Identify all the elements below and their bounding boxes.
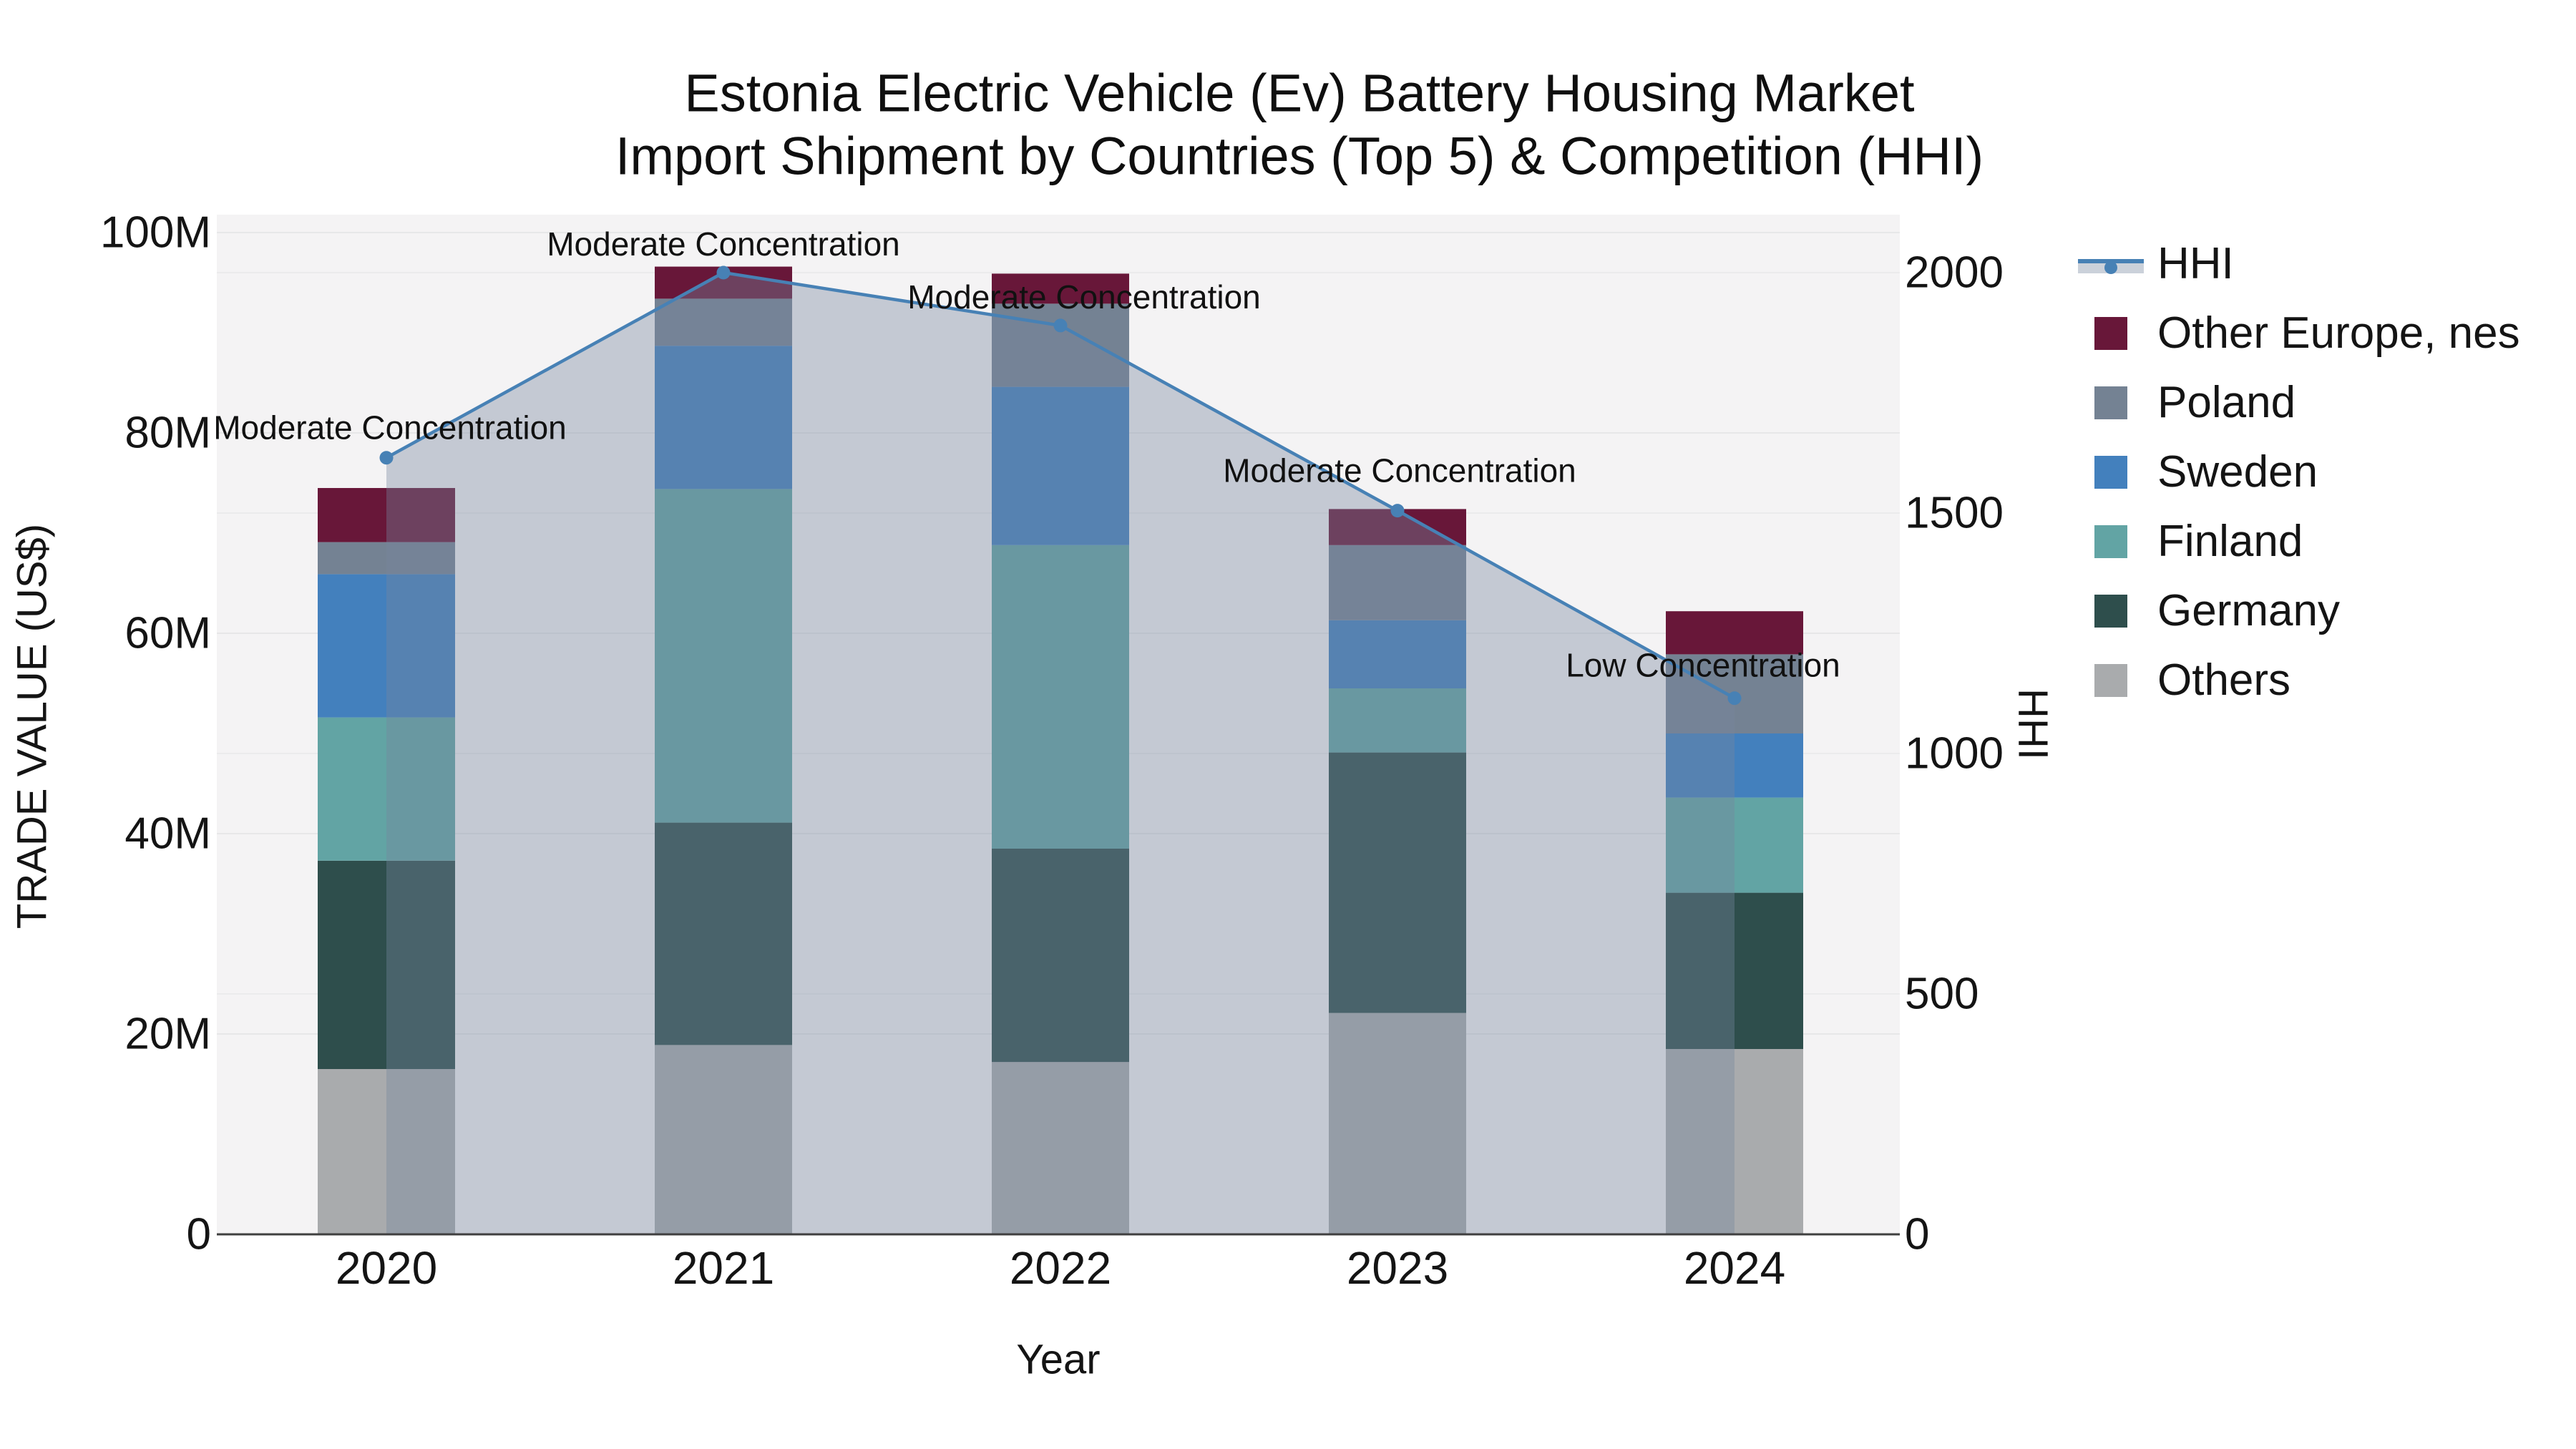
bar-segment-others-2020 [318,1069,455,1234]
bar-segment-others-2022 [992,1062,1129,1234]
bar-segment-finland-2023 [1329,688,1466,753]
bar-segment-other-europe-nes-2024 [1666,611,1803,655]
bar-segment-poland-2020 [318,542,455,575]
y-left-tick-label: 80M [125,409,211,458]
hhi-marker-2024 [1727,691,1742,706]
bar-segment-germany-2024 [1666,892,1803,1049]
y-right-axis-title: HHI [2009,688,2057,760]
bar-segment-finland-2022 [992,545,1129,849]
bar-segment-finland-2021 [655,489,792,823]
color-swatch-icon [2078,594,2144,628]
bar-segment-sweden-2022 [992,386,1129,545]
bar-segment-poland-2023 [1329,545,1466,620]
bar-segment-finland-2020 [318,717,455,861]
legend-item-finland[interactable]: Finland [2078,507,2520,576]
bar-segment-germany-2023 [1329,752,1466,1013]
annotation-2020: Moderate Concentration [213,409,567,447]
bar-segment-germany-2022 [992,849,1129,1063]
bar-segment-sweden-2023 [1329,620,1466,688]
y-left-tick-label: 20M [125,1010,211,1059]
y-left-tick-label: 60M [125,609,211,658]
bar-segment-germany-2020 [318,860,455,1069]
color-swatch-icon [2078,316,2144,350]
bar-segment-sweden-2024 [1666,733,1803,798]
x-tick-label-2022: 2022 [1010,1242,1111,1294]
y-right-tick-label: 2000 [1905,248,2004,298]
y-left-tick-label: 40M [125,809,211,859]
legend-label: Poland [2157,378,2296,427]
y-right-tick-label: 0 [1905,1210,1929,1259]
hhi-marker-2021 [716,265,731,280]
annotation-2022: Moderate Concentration [907,278,1261,316]
chart-title-line1: Estonia Electric Vehicle (Ev) Battery Ho… [684,63,1915,123]
annotation-2023: Moderate Concentration [1223,452,1576,489]
annotation-2021: Moderate Concentration [547,225,900,263]
x-tick-label-2020: 2020 [336,1242,437,1294]
color-swatch-icon [2078,455,2144,489]
legend-item-sweden[interactable]: Sweden [2078,437,2520,507]
y-right-tick-label: 1000 [1905,729,2004,779]
legend-item-hhi[interactable]: HHI [2078,229,2520,298]
legend-item-others[interactable]: Others [2078,645,2520,715]
legend-item-germany[interactable]: Germany [2078,576,2520,645]
bar-segment-finland-2024 [1666,797,1803,893]
y-left-tick-label: 100M [100,208,211,258]
y-left-tick-label: 0 [187,1210,211,1259]
hhi-marker-dot [2104,260,2117,274]
hhi-marker-2023 [1390,504,1405,518]
x-tick-label-2024: 2024 [1684,1242,1785,1294]
legend-label: Germany [2157,586,2340,635]
bar-segment-others-2021 [655,1045,792,1234]
legend-label: Others [2157,655,2291,705]
legend-label: Sweden [2157,447,2318,497]
hhi-line-swatch-icon [2078,255,2144,274]
legend-label: HHI [2157,239,2234,288]
bar-segment-others-2024 [1666,1049,1803,1234]
bar-segment-other-europe-nes-2022 [992,273,1129,304]
legend-label: Other Europe, nes [2157,308,2520,358]
hhi-marker-2020 [379,451,394,465]
annotation-2024: Low Concentration [1566,647,1840,684]
bar-segment-germany-2021 [655,822,792,1045]
bar-segment-poland-2021 [655,298,792,346]
y-right-tick-label: 1500 [1905,489,2004,538]
y-right-tick-label: 500 [1905,970,1979,1019]
bar-segment-others-2023 [1329,1013,1466,1234]
x-axis-title: Year [1016,1336,1101,1383]
bar-segment-sweden-2021 [655,346,792,489]
hhi-marker-2022 [1053,318,1068,333]
chart-title-line2: Import Shipment by Countries (Top 5) & C… [615,126,1984,186]
legend-item-poland[interactable]: Poland [2078,368,2520,437]
color-swatch-icon [2078,525,2144,558]
x-tick-label-2023: 2023 [1347,1242,1448,1294]
x-tick-label-2021: 2021 [673,1242,774,1294]
bar-segment-sweden-2020 [318,574,455,718]
color-swatch-icon [2078,386,2144,419]
legend-item-other-europe[interactable]: Other Europe, nes [2078,298,2520,368]
y-left-axis-title: TRADE VALUE (US$) [9,523,56,930]
bar-segment-other-europe-nes-2020 [318,488,455,542]
color-swatch-icon [2078,663,2144,697]
legend-label: Finland [2157,517,2303,566]
legend: HHI Other Europe, nes Poland Sweden Finl… [2078,229,2520,715]
